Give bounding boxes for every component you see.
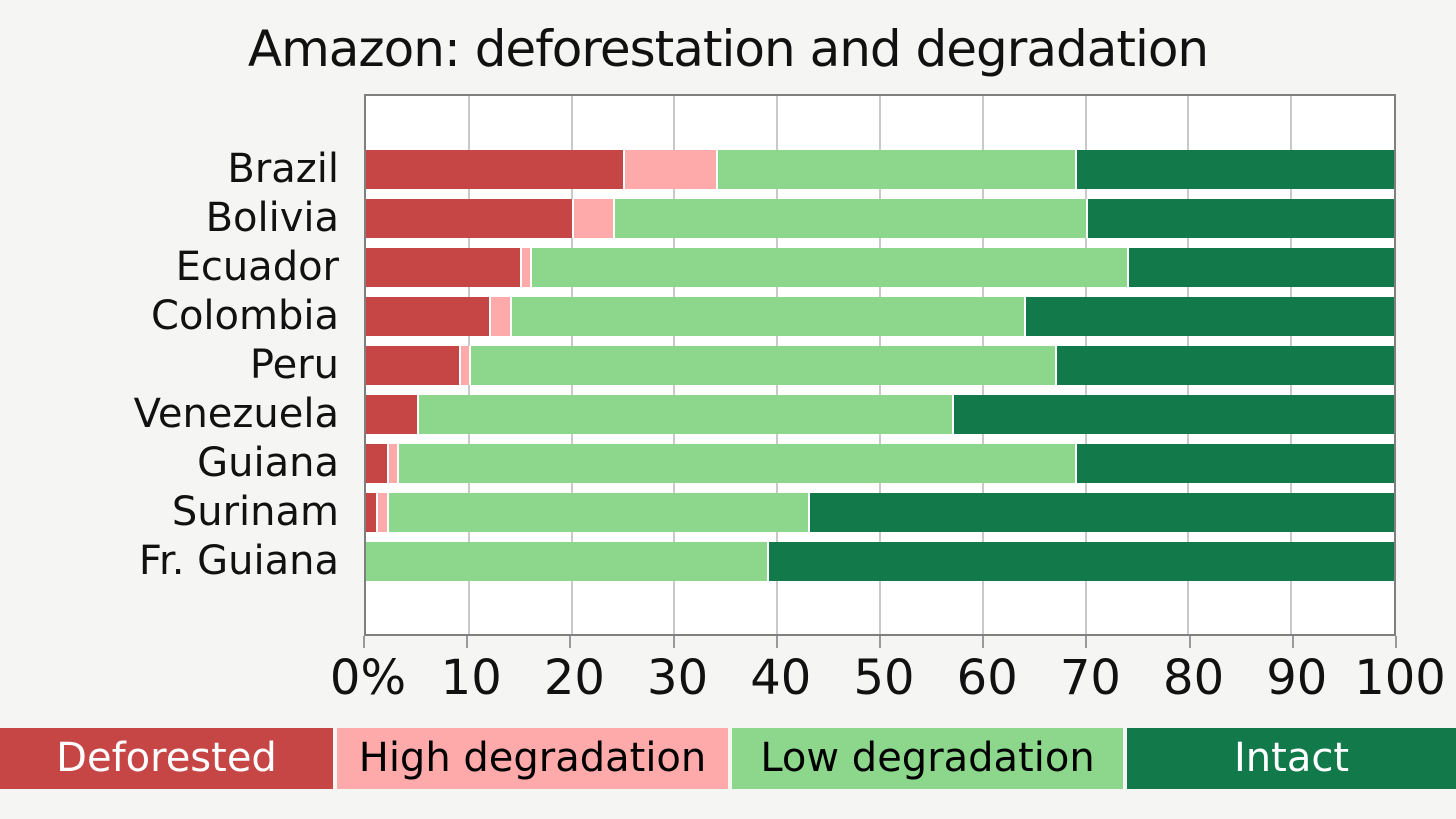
bar-segment-low-degradation xyxy=(396,444,1076,483)
bar-segment-low-degradation xyxy=(468,346,1055,385)
bar-segment-intact xyxy=(766,542,1394,581)
x-axis-tick xyxy=(982,636,985,648)
x-axis-label: 90 xyxy=(1266,650,1328,706)
x-axis-tick xyxy=(672,636,675,648)
bar-segment-high-degradation xyxy=(376,493,387,532)
bar-segment-intact xyxy=(1075,444,1394,483)
bar-segment-deforested xyxy=(366,150,623,189)
bar-segment-deforested xyxy=(366,248,521,287)
x-axis-label: 80 xyxy=(1163,650,1225,706)
x-axis-label: 70 xyxy=(1059,650,1121,706)
legend-item-high-degradation: High degradation xyxy=(337,728,728,789)
y-axis-label: Surinam xyxy=(171,489,339,535)
bar-segment-high-degradation xyxy=(386,444,397,483)
chart-title: Amazon: deforestation and degradation xyxy=(247,20,1209,78)
x-axis-tick xyxy=(466,636,469,648)
x-axis-label: 60 xyxy=(956,650,1018,706)
bar-row-surinam xyxy=(366,493,1394,532)
y-axis-label: Ecuador xyxy=(175,244,339,290)
bar-segment-low-degradation xyxy=(386,493,808,532)
bar-segment-low-degradation xyxy=(715,150,1076,189)
bar-segment-low-degradation xyxy=(612,199,1086,238)
bar-segment-low-degradation xyxy=(366,542,767,581)
bar-segment-intact xyxy=(1075,150,1394,189)
legend-item-intact: Intact xyxy=(1127,728,1456,789)
legend-item-low-degradation: Low degradation xyxy=(732,728,1123,789)
y-axis-label: Peru xyxy=(249,342,339,388)
bar-row-peru xyxy=(366,346,1394,385)
bar-row-fr-guiana xyxy=(366,542,1394,581)
x-axis-label: 40 xyxy=(750,650,812,706)
plot-area xyxy=(364,94,1396,636)
bar-segment-high-degradation xyxy=(520,248,531,287)
y-axis-label: Guiana xyxy=(197,440,339,486)
bar-row-guiana xyxy=(366,444,1394,483)
x-axis-label: 20 xyxy=(543,650,605,706)
x-axis-tick xyxy=(1085,636,1088,648)
legend-item-deforested: Deforested xyxy=(0,728,333,789)
bar-segment-intact xyxy=(808,493,1394,532)
bar-segment-deforested xyxy=(366,395,418,434)
x-axis-label: 100 xyxy=(1354,650,1446,706)
bar-segment-intact xyxy=(1126,248,1394,287)
bar-segment-deforested xyxy=(366,346,459,385)
legend: Deforested High degradation Low degradatio… xyxy=(0,728,1456,789)
bar-segment-high-degradation xyxy=(458,346,469,385)
bar-segment-low-degradation xyxy=(417,395,952,434)
bar-row-bolivia xyxy=(366,199,1394,238)
y-axis-label: Brazil xyxy=(227,146,339,192)
x-axis-tick xyxy=(1291,636,1294,648)
y-axis-labels: Brazil Bolivia Ecuador Colombia Peru Venezuel… xyxy=(0,96,349,634)
bar-segment-intact xyxy=(1054,346,1394,385)
bar-row-ecuador xyxy=(366,248,1394,287)
y-axis-label: Colombia xyxy=(151,293,339,339)
bar-segment-high-degradation xyxy=(623,150,716,189)
x-axis-label: 0% xyxy=(329,650,407,706)
x-axis-tick xyxy=(569,636,572,648)
y-axis-label: Bolivia xyxy=(205,195,339,241)
x-axis-tick xyxy=(1395,636,1397,648)
bar-row-colombia xyxy=(366,297,1394,336)
bar-segment-high-degradation xyxy=(489,297,510,336)
bar-segment-intact xyxy=(1085,199,1394,238)
bar-segment-high-degradation xyxy=(571,199,613,238)
y-axis-label: Venezuela xyxy=(133,391,339,437)
bar-row-brazil xyxy=(366,150,1394,189)
y-axis-label: Fr. Guiana xyxy=(138,538,339,584)
bar-segment-deforested xyxy=(366,493,377,532)
bar-segment-deforested xyxy=(366,444,387,483)
x-axis-label: 10 xyxy=(440,650,502,706)
x-axis-label: 50 xyxy=(853,650,915,706)
x-axis-label: 30 xyxy=(647,650,709,706)
bar-segment-deforested xyxy=(366,199,572,238)
x-axis-tick xyxy=(1188,636,1191,648)
bar-segment-low-degradation xyxy=(509,297,1024,336)
x-axis-tick xyxy=(879,636,881,648)
bar-segment-intact xyxy=(951,395,1394,434)
x-axis-tick xyxy=(775,636,778,648)
bar-row-venezuela xyxy=(366,395,1394,434)
x-axis-tick xyxy=(363,636,365,648)
bar-segment-low-degradation xyxy=(530,248,1127,287)
bar-segment-intact xyxy=(1023,297,1394,336)
bar-segment-deforested xyxy=(366,297,490,336)
